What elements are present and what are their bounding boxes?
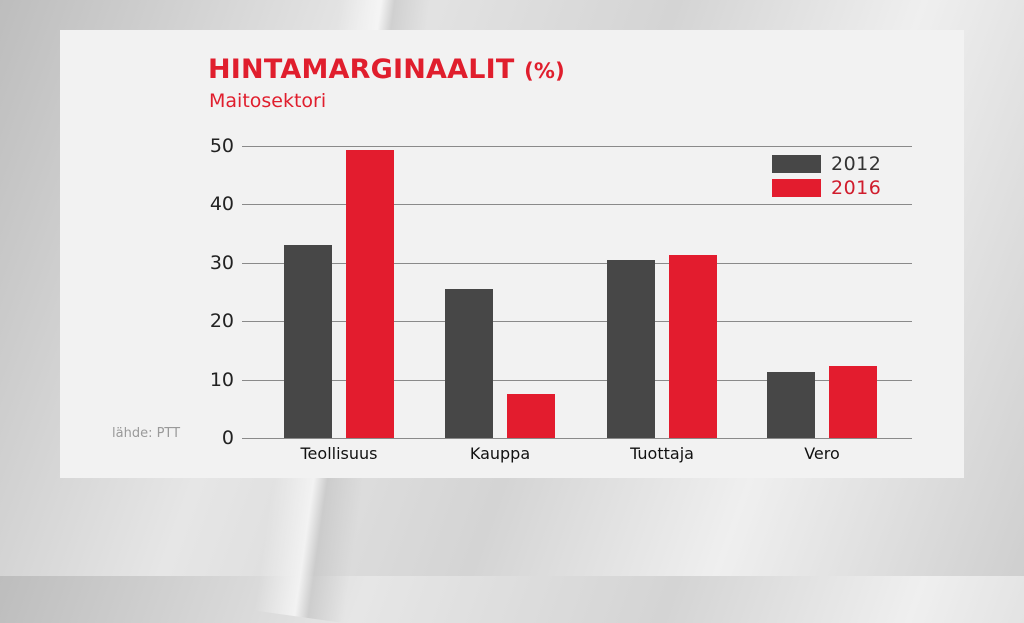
bar-tuottaja-2012 xyxy=(607,259,655,438)
y-tick-label: 30 xyxy=(209,251,234,274)
legend-item-2016: 2016 xyxy=(772,176,881,200)
chart-panel: HINTAMARGINAALIT (%) Maitosektori lähde:… xyxy=(60,30,964,478)
legend: 2012 2016 xyxy=(772,152,881,200)
gridline xyxy=(242,321,912,323)
y-tick-label: 40 xyxy=(209,193,234,216)
legend-swatch-icon xyxy=(772,155,821,173)
chart-subtitle: Maitosektori xyxy=(209,90,327,112)
y-tick-label: 20 xyxy=(209,310,234,333)
gridline xyxy=(242,438,912,439)
gridline xyxy=(242,262,912,264)
bar-teollisuus-2012 xyxy=(284,245,332,438)
bar-kauppa-2016 xyxy=(507,394,555,438)
gridline xyxy=(242,379,912,381)
y-tick-label: 0 xyxy=(221,427,234,449)
bar-kauppa-2012 xyxy=(445,288,493,438)
chart-title: HINTAMARGINAALIT (%) xyxy=(208,54,565,85)
source-note: lähde: PTT xyxy=(112,426,181,441)
y-tick-label: 10 xyxy=(209,368,234,391)
title-text: HINTAMARGINAALIT xyxy=(208,54,515,85)
bar-vero-2012 xyxy=(767,372,815,438)
plot-area: 0 10 20 30 40 50 Teollisuus Kauppa Tuottaja Vero xyxy=(210,135,912,463)
legend-swatch-icon xyxy=(772,179,821,197)
bar-tuottaja-2016 xyxy=(669,255,717,438)
legend-label: 2016 xyxy=(831,177,882,199)
gridline xyxy=(242,204,912,206)
title-unit: (%) xyxy=(524,59,565,83)
x-tick-label: Vero xyxy=(804,444,840,463)
bar-vero-2016 xyxy=(829,365,877,438)
legend-label: 2012 xyxy=(831,153,882,175)
bar-teollisuus-2016 xyxy=(346,150,394,438)
x-tick-label: Teollisuus xyxy=(300,444,378,463)
x-tick-label: Tuottaja xyxy=(630,444,694,463)
gridline xyxy=(242,146,912,147)
legend-item-2012: 2012 xyxy=(772,152,881,176)
y-tick-label: 50 xyxy=(209,135,234,157)
x-tick-label: Kauppa xyxy=(469,444,531,463)
